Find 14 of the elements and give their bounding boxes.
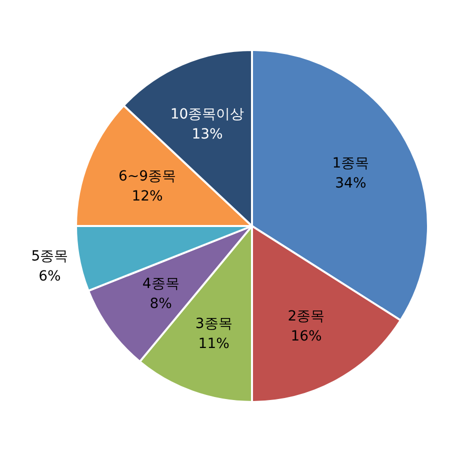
data-label: 11% bbox=[198, 336, 230, 352]
data-label: 16% bbox=[290, 328, 322, 345]
slice-label: 5종목 bbox=[31, 248, 68, 265]
data-label: 8% bbox=[150, 296, 172, 312]
slice-label: 4종목 bbox=[142, 276, 180, 292]
slice-label: 6~9종목 bbox=[118, 168, 176, 185]
slice-label: 10종목이상 bbox=[170, 106, 244, 123]
data-label: 34% bbox=[335, 176, 366, 192]
slice-label: 2종목 bbox=[288, 308, 325, 325]
slice-label: 3종목 bbox=[195, 316, 232, 332]
slice-label: 1종목 bbox=[332, 156, 370, 172]
data-label: 12% bbox=[132, 188, 163, 205]
data-label: 13% bbox=[192, 126, 223, 143]
data-label: 6% bbox=[38, 268, 61, 285]
